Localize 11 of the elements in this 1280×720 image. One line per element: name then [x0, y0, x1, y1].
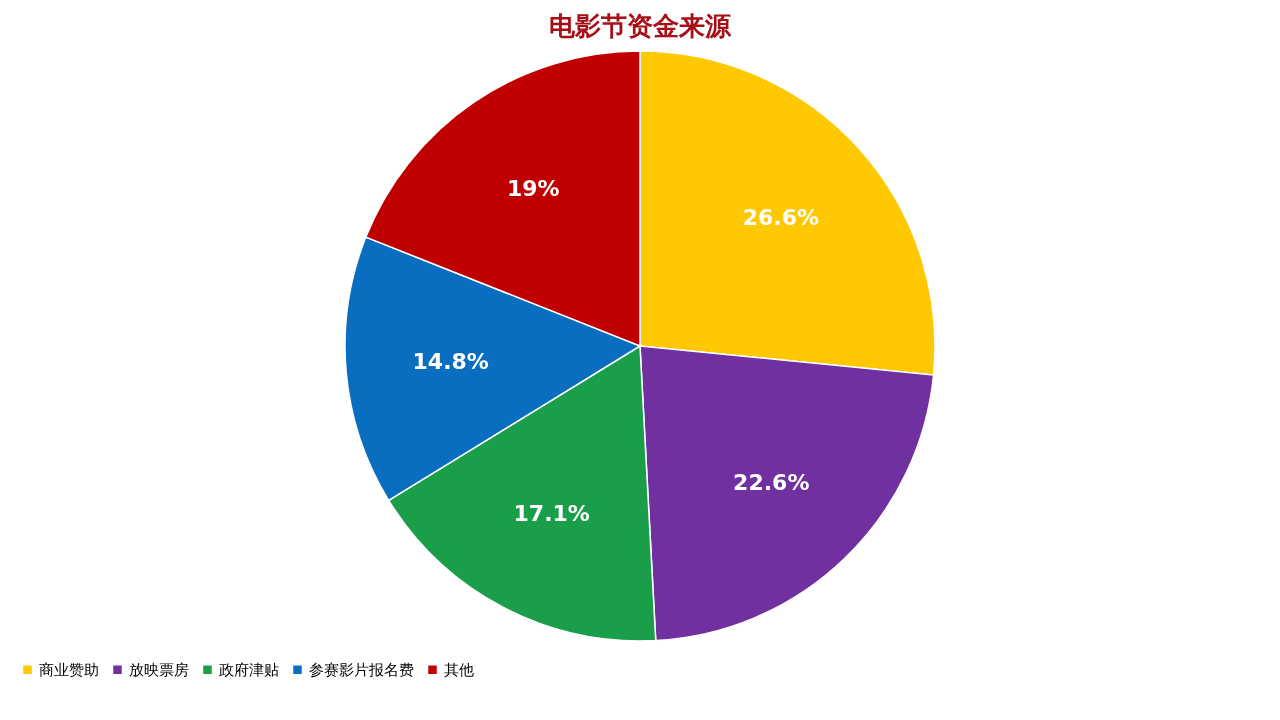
legend-label: 参赛影片报名费 [309, 660, 414, 679]
chart-title: 电影节资金来源 [549, 11, 732, 41]
legend-label: 放映票房 [129, 660, 189, 679]
legend-label: 商业赞助 [39, 660, 99, 679]
data-label: 14.8% [412, 349, 489, 375]
legend-label: 政府津贴 [219, 660, 279, 679]
data-label: 26.6% [742, 205, 819, 231]
data-label: 17.1% [513, 501, 590, 527]
data-label: 19% [506, 175, 560, 201]
data-label: 22.6% [733, 470, 810, 496]
legend-label: 其他 [444, 660, 474, 679]
